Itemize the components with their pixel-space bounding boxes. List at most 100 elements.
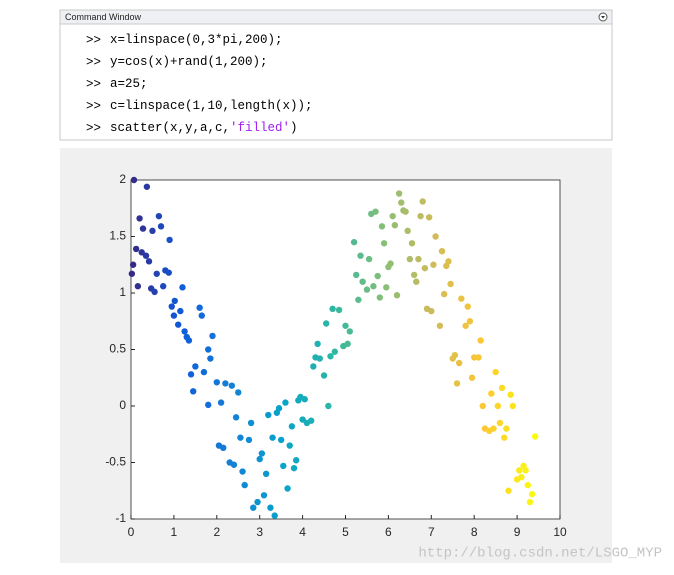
point — [438, 247, 446, 255]
point — [130, 176, 138, 184]
y-tick-label: 1.5 — [109, 229, 126, 243]
y-tick-label: 2 — [119, 172, 126, 186]
point — [329, 305, 336, 313]
point — [258, 450, 266, 457]
point — [288, 423, 296, 430]
y-tick-label: -1 — [115, 511, 126, 525]
point — [475, 354, 482, 361]
point — [432, 233, 439, 240]
point — [192, 363, 199, 370]
point — [245, 436, 253, 444]
point — [421, 264, 429, 272]
point — [359, 278, 366, 285]
point — [254, 498, 261, 506]
point — [468, 374, 476, 381]
point — [526, 498, 534, 506]
point — [357, 252, 364, 259]
point — [531, 433, 539, 440]
code-line: scatter(x,y,a,c,'filled') — [110, 121, 298, 135]
point — [374, 272, 381, 280]
point — [139, 225, 147, 232]
point — [232, 414, 240, 421]
point — [177, 307, 184, 315]
point — [143, 183, 151, 190]
point — [142, 252, 150, 259]
point — [174, 321, 182, 328]
prompt: >> — [86, 55, 101, 69]
point — [464, 303, 471, 310]
x-tick-label: 9 — [514, 525, 521, 539]
point — [509, 402, 517, 410]
point — [149, 227, 156, 235]
point — [247, 419, 255, 427]
point — [165, 269, 172, 276]
point — [256, 455, 263, 463]
point — [196, 304, 203, 311]
point — [380, 240, 388, 247]
point — [267, 504, 274, 511]
point — [320, 372, 328, 379]
point — [395, 190, 403, 197]
point — [307, 417, 315, 424]
point — [393, 292, 401, 299]
point — [170, 312, 178, 319]
axes — [131, 180, 560, 519]
window-title: Command Window — [65, 12, 142, 22]
point — [415, 255, 422, 263]
point — [436, 322, 444, 329]
point — [350, 238, 358, 246]
point — [404, 227, 411, 235]
point — [498, 384, 506, 392]
point — [505, 487, 512, 494]
point — [277, 436, 285, 444]
point — [230, 461, 238, 468]
x-tick-label: 5 — [342, 525, 349, 539]
code-segment: 'filled' — [230, 121, 290, 135]
point — [198, 312, 205, 319]
point — [209, 332, 216, 340]
point — [430, 261, 437, 268]
point — [447, 280, 454, 288]
point — [181, 328, 188, 335]
point — [262, 470, 270, 477]
x-tick-label: 4 — [299, 525, 306, 539]
point — [528, 490, 536, 498]
point — [275, 405, 283, 412]
point — [383, 284, 390, 291]
point — [503, 425, 510, 432]
point — [413, 278, 420, 285]
point — [363, 286, 371, 293]
point — [299, 416, 306, 423]
point — [228, 382, 236, 389]
point — [342, 322, 349, 329]
code-segment: a=25; — [110, 77, 148, 91]
point — [260, 492, 268, 499]
point — [344, 340, 351, 348]
point — [518, 473, 525, 481]
point — [492, 368, 499, 376]
point — [136, 215, 143, 222]
point — [327, 353, 334, 360]
prompt: >> — [86, 77, 101, 91]
point — [479, 402, 486, 410]
y-tick-label: -0.5 — [105, 455, 126, 469]
point — [445, 258, 452, 265]
point — [355, 296, 362, 303]
point — [428, 307, 435, 315]
point — [365, 255, 373, 263]
point — [453, 380, 461, 387]
point — [501, 434, 508, 441]
point — [250, 504, 257, 511]
code-segment: scatter(x,y,a,c, — [110, 121, 230, 135]
x-tick-label: 1 — [171, 525, 178, 539]
menu-icon — [601, 16, 605, 19]
y-tick-label: 0.5 — [109, 342, 126, 356]
code-segment: c=linspace(1,10,length(x)); — [110, 99, 313, 113]
point — [129, 261, 137, 268]
point — [280, 462, 287, 470]
x-tick-label: 8 — [471, 525, 478, 539]
point — [419, 198, 426, 205]
point — [128, 270, 136, 277]
point — [322, 320, 330, 327]
